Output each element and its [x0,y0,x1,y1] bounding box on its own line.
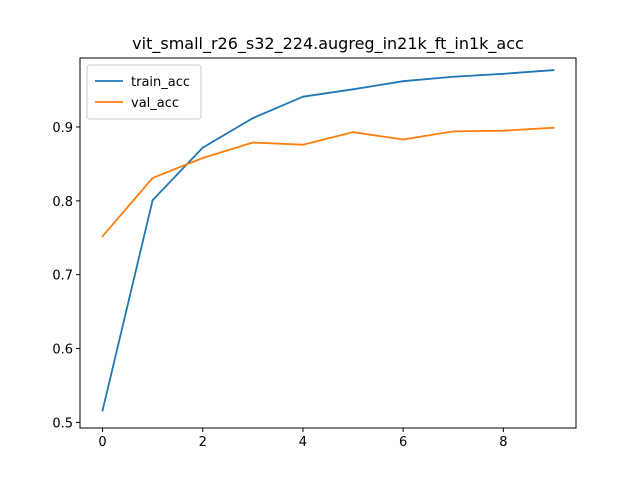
data-point-train_acc [452,75,455,78]
data-point-train_acc [201,146,204,149]
data-point-train_acc [251,117,254,120]
data-point-train_acc [402,80,405,83]
x-axis: 0 2 4 6 8 [98,428,507,450]
x-tick-label: 2 [199,435,207,450]
y-tick-label: 0.5 [52,416,73,431]
y-tick-label: 0.9 [52,121,73,136]
data-point-val_acc [452,130,455,133]
data-point-train_acc [151,199,154,201]
data-point-val_acc [402,138,405,141]
plot-area: 0 2 4 6 8 0.5 0.6 0.7 0.8 0.9 train_acc val_acc [52,57,577,450]
series-line-val_acc [101,126,555,238]
legend-label: train_acc [131,75,190,90]
x-tick-label: 6 [399,435,407,450]
data-point-train_acc [302,95,304,98]
legend-box [86,64,202,120]
series-lines [101,69,555,412]
series-line-train_acc [101,69,555,412]
x-tick-label: 0 [98,435,106,450]
y-tick-label: 0.8 [52,195,73,210]
y-tick-label: 0.6 [52,343,73,358]
y-tick-label: 0.7 [52,269,73,284]
legend: train_acc val_acc [86,64,202,120]
data-point-train_acc [101,409,104,412]
legend-label: val_acc [131,96,179,111]
data-point-val_acc [251,141,254,144]
x-tick-label: 4 [299,435,307,450]
axes-frame [79,57,577,429]
data-point-val_acc [151,177,154,179]
data-point-train_acc [552,69,555,72]
data-point-train_acc [352,88,354,91]
x-tick-label: 8 [499,435,507,450]
data-point-val_acc [302,143,304,146]
y-axis: 0.5 0.6 0.7 0.8 0.9 [52,121,80,431]
data-point-train_acc [502,72,505,75]
data-point-val_acc [352,131,354,134]
data-point-val_acc [101,235,104,238]
data-point-val_acc [201,157,204,159]
chart-title: vit_small_r26_s32_224.augreg_in21k_ft_in… [132,34,524,54]
data-point-val_acc [552,126,555,129]
data-point-val_acc [502,129,505,132]
